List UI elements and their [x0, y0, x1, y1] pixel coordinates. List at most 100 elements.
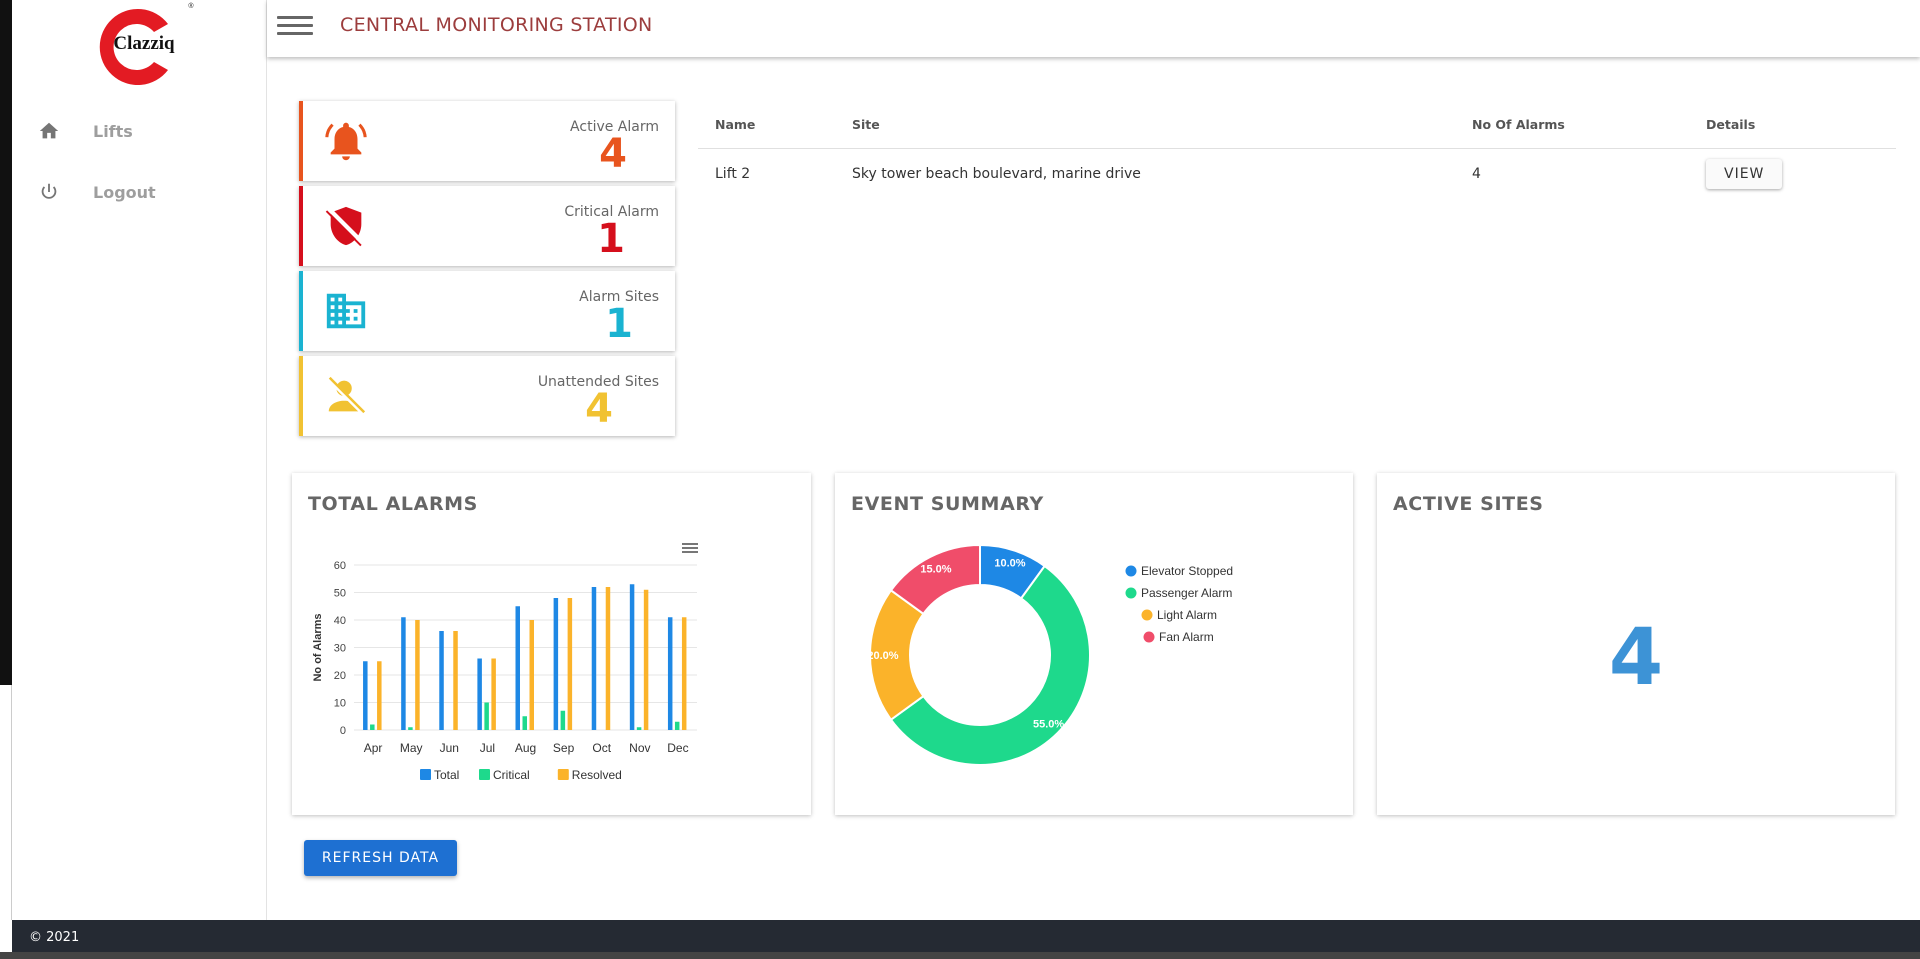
- cell-details: VIEW: [1689, 148, 1896, 199]
- table-header-row: Name Site No Of Alarms Details: [698, 100, 1896, 149]
- legend-label: Elevator Stopped: [1141, 564, 1233, 578]
- x-tick-label: Sep: [553, 741, 575, 755]
- column-header-name: Name: [698, 100, 835, 149]
- bar-resolved: [643, 589, 649, 730]
- bar-total: [401, 617, 406, 730]
- stat-label: Unattended Sites: [537, 374, 659, 390]
- bar-critical: [674, 721, 680, 730]
- sidebar-item-logout[interactable]: Logout: [12, 172, 267, 212]
- legend-label: Resolved: [572, 768, 622, 782]
- x-tick-label: Jul: [480, 741, 495, 755]
- x-tick-label: Dec: [667, 741, 688, 755]
- legend-label: Passenger Alarm: [1141, 586, 1232, 600]
- y-tick-label: 20: [334, 670, 346, 682]
- legend-swatch: [557, 769, 569, 780]
- top-app-bar: CENTRAL MONITORING STATION: [267, 0, 1920, 57]
- stat-label: Active Alarm: [570, 119, 659, 135]
- y-tick-label: 10: [334, 698, 346, 710]
- column-header-details: Details: [1689, 100, 1896, 149]
- x-tick-label: Nov: [629, 741, 650, 755]
- legend-label: Critical: [493, 768, 530, 782]
- bar-critical: [636, 727, 642, 730]
- bar-total: [439, 631, 444, 730]
- slice-value-label: 15.0%: [920, 564, 951, 576]
- bar-critical: [560, 710, 566, 730]
- left-edge-strip: [0, 0, 12, 685]
- active-sites-count: 4: [1608, 613, 1664, 703]
- y-tick-label: 0: [340, 725, 346, 737]
- bar-critical: [408, 727, 413, 730]
- bar-total: [553, 598, 559, 730]
- chart-menu-icon[interactable]: [682, 543, 698, 555]
- bar-total: [477, 658, 482, 730]
- panel-title: TOTAL ALARMS: [308, 493, 478, 515]
- menu-icon[interactable]: [277, 12, 313, 38]
- legend-dot: [1141, 609, 1153, 621]
- sidebar-item-label: Logout: [93, 182, 156, 202]
- panel-title: ACTIVE SITES: [1393, 493, 1544, 515]
- bar-total: [667, 617, 673, 730]
- stat-value: 1: [605, 301, 633, 347]
- sidebar-item-label: Lifts: [93, 121, 133, 141]
- sidebar: Clazziq ® Lifts Logout: [12, 0, 267, 920]
- stat-card-alarm-sites[interactable]: Alarm Sites 1: [299, 271, 675, 351]
- bar-total: [515, 606, 520, 730]
- stat-value: 4: [585, 386, 613, 432]
- person-off-icon: [327, 376, 366, 415]
- bar-critical: [484, 702, 489, 730]
- bar-total: [591, 587, 597, 730]
- bar-critical: [522, 716, 527, 730]
- y-tick-label: 60: [334, 560, 346, 572]
- bar-resolved: [567, 598, 573, 730]
- page-title: CENTRAL MONITORING STATION: [340, 14, 653, 36]
- bar-resolved: [529, 620, 534, 730]
- table-row: Lift 2 Sky tower beach boulevard, marine…: [698, 148, 1896, 199]
- cell-site: Sky tower beach boulevard, marine drive: [852, 165, 1141, 182]
- y-axis-label: No of Alarms: [312, 613, 324, 681]
- bar-resolved: [681, 617, 687, 730]
- lift-alarm-table: Name Site No Of Alarms Details Lift 2 Sk…: [698, 100, 1896, 199]
- view-button[interactable]: VIEW: [1706, 158, 1783, 189]
- bar-critical: [370, 724, 375, 730]
- y-tick-label: 50: [334, 588, 346, 600]
- x-tick-label: May: [400, 741, 423, 755]
- stat-card-active-alarm[interactable]: Active Alarm 4: [299, 101, 675, 181]
- legend-label: Fan Alarm: [1159, 630, 1214, 644]
- home-icon: [39, 122, 59, 139]
- bar-total: [629, 584, 635, 730]
- slice-value-label: 10.0%: [994, 558, 1025, 570]
- legend-dot: [1143, 631, 1155, 643]
- total-alarms-chart: 0 10 20 30 40 50 60 No of Alarms Apr May Jun Jul Aug…: [312, 560, 697, 782]
- column-header-site: Site: [835, 100, 1455, 149]
- legend-label: Total: [434, 768, 459, 782]
- logo-text: Clazziq: [113, 33, 175, 54]
- bell-icon: [325, 122, 367, 161]
- stat-label: Alarm Sites: [579, 289, 659, 305]
- event-summary-panel: EVENT SUMMARY 10.0% 55.0% 20.0% 15.0% Elevat…: [835, 473, 1353, 815]
- stat-value: 4: [599, 131, 627, 177]
- y-tick-label: 40: [334, 615, 346, 627]
- building-icon: [326, 293, 366, 329]
- event-summary-chart: 10.0% 55.0% 20.0% 15.0% Elevator Stopped Pass…: [867, 543, 1233, 767]
- bar-total: [363, 661, 368, 730]
- bar-resolved: [605, 587, 611, 730]
- shield-off-icon: [325, 206, 365, 247]
- stat-card-critical-alarm[interactable]: Critical Alarm 1: [299, 186, 675, 266]
- bar-resolved: [453, 631, 458, 730]
- slice-fan-alarm: [889, 543, 981, 616]
- slice-passenger-alarm: [889, 564, 1092, 767]
- panel-title: EVENT SUMMARY: [851, 493, 1044, 515]
- footer-bottom-strip: [0, 952, 1920, 959]
- refresh-data-button[interactable]: REFRESH DATA: [304, 840, 457, 876]
- slice-value-label: 55.0%: [1033, 719, 1064, 731]
- stat-label: Critical Alarm: [564, 204, 659, 220]
- legend-dot: [1125, 565, 1137, 577]
- power-icon: [41, 183, 57, 199]
- bar-resolved: [377, 661, 382, 730]
- sidebar-item-lifts[interactable]: Lifts: [12, 111, 267, 151]
- stat-card-unattended-sites[interactable]: Unattended Sites 4: [299, 356, 675, 436]
- stat-value: 1: [597, 216, 625, 262]
- slice-value-label: 20.0%: [867, 650, 898, 662]
- active-sites-panel: ACTIVE SITES 4: [1377, 473, 1895, 815]
- legend-label: Light Alarm: [1157, 608, 1217, 622]
